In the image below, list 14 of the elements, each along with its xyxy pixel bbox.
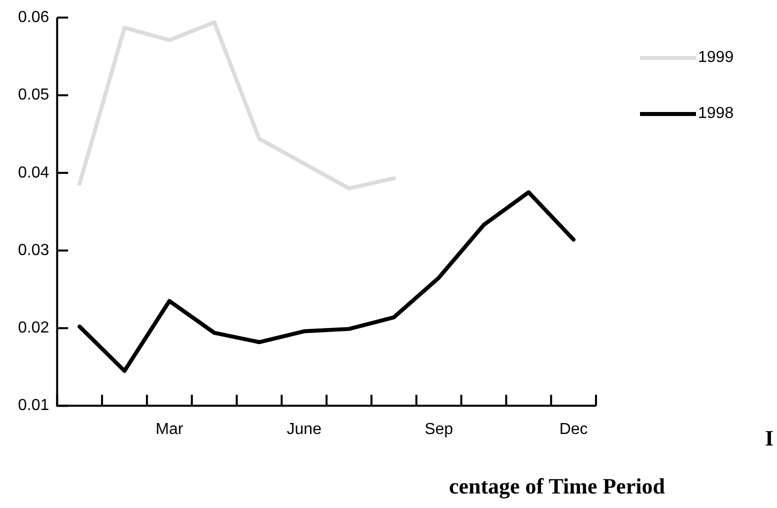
y-tick-label: 0.01 [18, 397, 50, 414]
x-tick-label: Dec [559, 420, 588, 438]
y-tick-label: 0.06 [18, 9, 50, 26]
x-tick-label: Sep [424, 420, 454, 438]
text: centage of Time Period [448, 474, 666, 499]
legend-label: 1999 [698, 49, 734, 67]
legend-label: 1998 [698, 105, 734, 123]
text: I [765, 426, 774, 451]
x-tick-label: Mar [156, 420, 184, 438]
y-tick-label: 0.05 [18, 86, 50, 104]
y-tick-label: 0.02 [18, 320, 50, 337]
y-tick-label: 0.04 [18, 164, 50, 182]
y-tick-label: 0.03 [18, 242, 50, 259]
x-tick-label: June [286, 420, 322, 438]
